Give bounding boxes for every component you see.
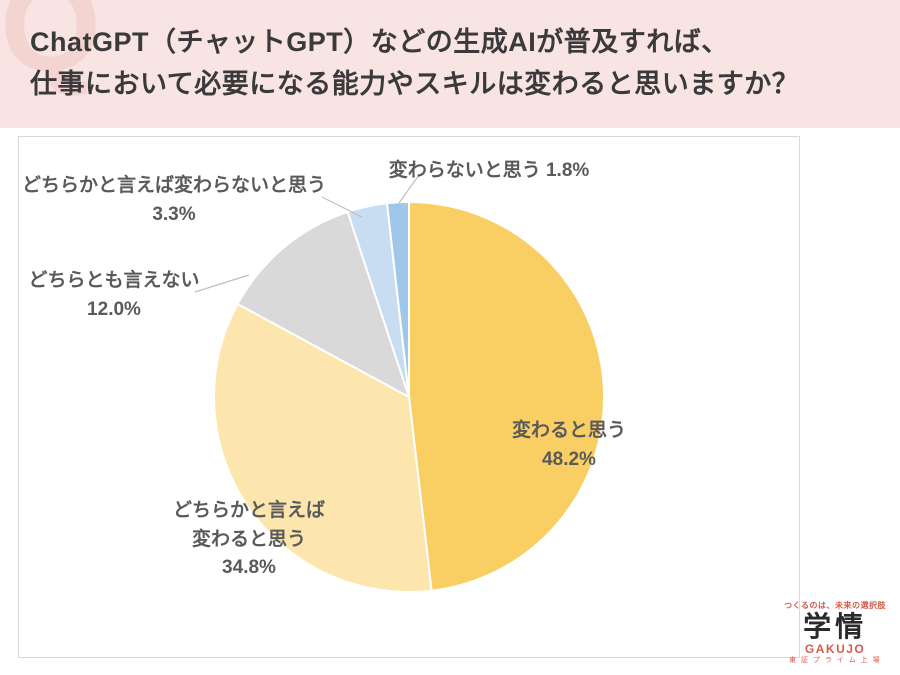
pie-slice-0 (409, 202, 604, 591)
slice-label-3: どちらかと言えば変わらないと思う3.3% (22, 172, 326, 229)
slice-label-1: どちらかと言えば変わると思う34.8% (173, 497, 325, 583)
slice-label-0: 変わると思う48.2% (512, 417, 626, 474)
brand-subtext: 東 証 プ ラ イ ム 上 場 (784, 657, 886, 665)
chart-card: 変わると思う48.2% どちらかと言えば変わると思う34.8% どちらとも言えない1… (18, 136, 800, 658)
title-line-2: 仕事において必要になる能力やスキルは変わると思いますか？ (30, 69, 799, 99)
page: Q ChatGPT（チャットGPT）などの生成AIが普及すれば、 仕事において必… (0, 0, 900, 675)
header-band: Q ChatGPT（チャットGPT）などの生成AIが普及すれば、 仕事において必… (0, 0, 900, 128)
slice-label-2: どちらとも言えない12.0% (28, 267, 199, 324)
question-title: ChatGPT（チャットGPT）などの生成AIが普及すれば、 仕事において必要に… (30, 22, 880, 106)
brand-name-en: GAKUJO (784, 643, 886, 656)
slice-label-4: 変わらないと思う 1.8% (389, 157, 590, 186)
brand-name-jp: 学情 (784, 612, 886, 643)
brand-tagline: つくるのは、未来の選択肢 (784, 602, 886, 611)
title-line-1: ChatGPT（チャットGPT）などの生成AIが普及すれば、 (30, 27, 729, 57)
brand-logo: つくるのは、未来の選択肢 学情 GAKUJO 東 証 プ ラ イ ム 上 場 (784, 602, 886, 665)
